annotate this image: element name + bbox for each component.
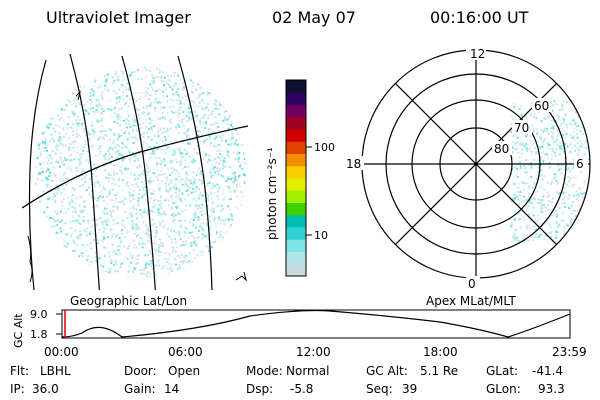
colorbar-stripe	[286, 227, 306, 240]
glon-value: 93.3	[538, 382, 565, 396]
mlt-label-6: 6	[576, 157, 584, 171]
lat-label-60: 60	[534, 99, 549, 113]
gain-value: 14	[164, 382, 180, 396]
colorbar-unit-label: photon cm⁻²s⁻¹	[265, 147, 279, 240]
colorbar-stripe	[286, 80, 306, 93]
glat-label: GLat:	[486, 364, 519, 378]
lat-label-70: 70	[514, 121, 529, 135]
lat-label-80: 80	[494, 142, 509, 156]
colorbar-stripe	[286, 251, 306, 265]
polar-panel-label: Apex MLat/MLT	[426, 294, 516, 308]
colorbar-stripe	[286, 202, 306, 216]
gain-label: Gain:	[124, 382, 156, 396]
xtick-1200: 12:00	[296, 345, 331, 359]
colorbar-stripe	[286, 141, 306, 154]
colorbar-stripe	[286, 129, 306, 142]
mode-label: Mode:	[246, 364, 283, 378]
colorbar-stripe	[286, 116, 306, 130]
colorbar-stripe	[286, 214, 306, 228]
date-label: 02 May 07	[272, 8, 356, 27]
mlt-label-0: 0	[468, 277, 476, 291]
flt-value: LBHL	[40, 364, 71, 378]
gcalt-value: 5.1 Re	[420, 364, 459, 378]
colorbar-tick-10: 10	[314, 229, 328, 242]
xtick-0600: 06:00	[168, 345, 203, 359]
ip-value: 36.0	[32, 382, 59, 396]
seq-value: 39	[402, 382, 418, 396]
gcalt-label: GC Alt:	[366, 364, 408, 378]
colorbar-stripe	[286, 153, 306, 167]
ip-label: IP:	[10, 382, 25, 396]
ytick-9: 9.0	[30, 308, 48, 321]
ytick-1.8: 1.8	[30, 328, 48, 341]
app-title: Ultraviolet Imager	[46, 8, 191, 27]
dsp-label: Dsp:	[246, 382, 274, 396]
dsp-value: -5.8	[290, 382, 314, 396]
colorbar-stripe	[286, 190, 306, 203]
mlt-label-12: 12	[470, 47, 485, 61]
coastline	[27, 90, 247, 283]
altitude-ylabel: GC Alt	[12, 313, 25, 348]
glon-label: GLon:	[486, 382, 521, 396]
colorbar-stripe	[286, 165, 306, 179]
door-label: Door:	[124, 364, 157, 378]
xtick-0000: 00:00	[44, 345, 79, 359]
seq-label: Seq:	[366, 382, 393, 396]
flt-label: Flt:	[10, 364, 29, 378]
xtick-1800: 18:00	[423, 345, 458, 359]
colorbar-stripe	[286, 178, 306, 191]
time-label: 00:16:00 UT	[430, 8, 529, 27]
colorbar-stripe	[286, 263, 306, 277]
mode-value: Normal	[286, 364, 330, 378]
xtick-2359: 23:59	[552, 345, 587, 359]
colorbar-stripe	[286, 92, 306, 105]
altitude-curve	[61, 309, 571, 338]
glat-value: -41.4	[532, 364, 564, 378]
colorbar-stripe	[286, 239, 306, 252]
geo-panel-label: Geographic Lat/Lon	[70, 294, 188, 308]
uv-image-disc	[34, 66, 246, 278]
mlt-label-18: 18	[346, 157, 361, 171]
colorbar-stripe	[286, 104, 306, 118]
door-value: Open	[168, 364, 201, 378]
colorbar-tick-100: 100	[314, 141, 335, 154]
